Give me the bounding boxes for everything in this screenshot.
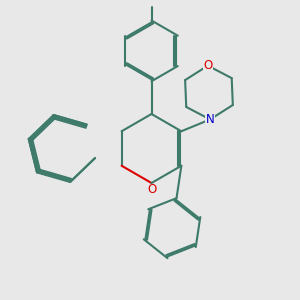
Text: O: O (203, 59, 212, 72)
Text: N: N (206, 113, 214, 126)
Text: O: O (147, 183, 156, 196)
